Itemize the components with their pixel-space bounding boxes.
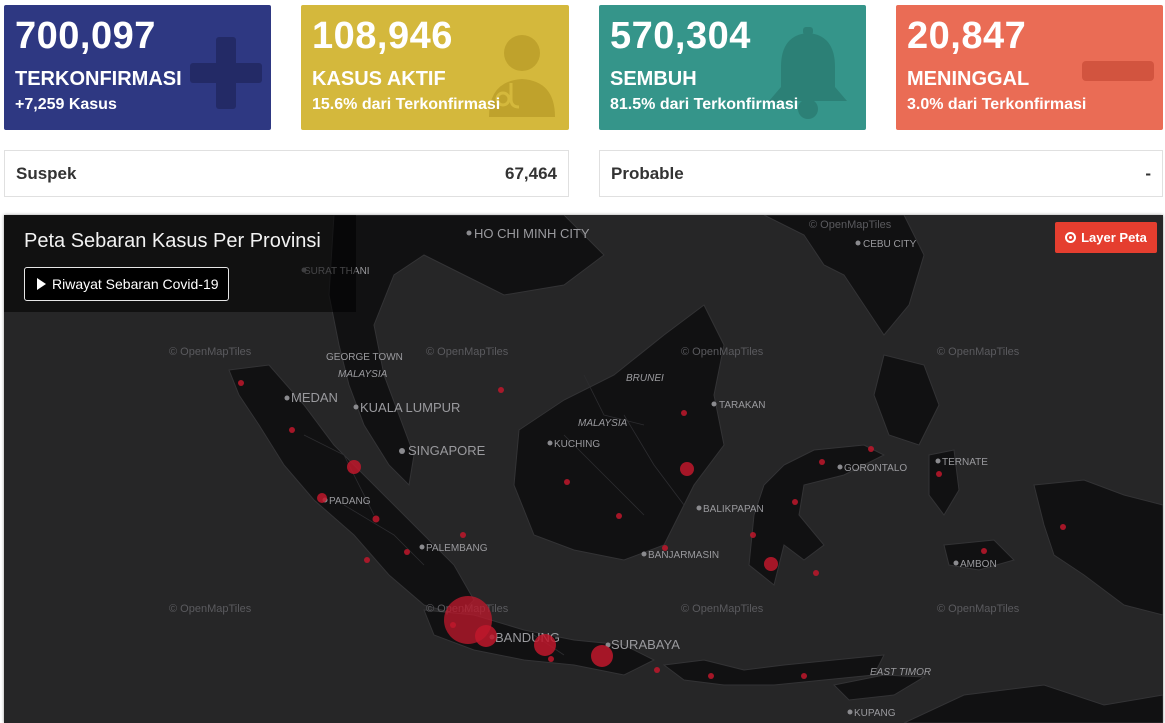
city-label: CEBU CITY [863, 239, 917, 250]
layers-icon [1065, 232, 1077, 243]
attribution-label: © OpenMapTiles [169, 603, 252, 615]
attribution-label: © OpenMapTiles [426, 346, 509, 358]
case-bubble[interactable] [289, 427, 295, 433]
city-label: PALEMBANG [426, 543, 488, 554]
history-button-label: Riwayat Sebaran Covid-19 [52, 276, 219, 292]
suspect-row: Suspek 67,464 [4, 150, 569, 197]
city-label: TERNATE [942, 457, 988, 468]
case-bubble[interactable] [813, 570, 819, 576]
confirmed-sub: +7,259 Kasus [15, 96, 117, 113]
deaths-card: 20,847 MENINGGAL 3.0% dari Terkonfirmasi [896, 5, 1163, 130]
history-playback-button[interactable]: Riwayat Sebaran Covid-19 [24, 267, 229, 301]
confirmed-value: 700,097 [15, 15, 156, 57]
active-sub: 15.6% dari Terkonfirmasi [312, 96, 501, 113]
recovered-value: 570,304 [610, 15, 751, 57]
city-label: KUCHING [554, 439, 600, 450]
case-bubble[interactable] [372, 515, 380, 523]
active-value: 108,946 [312, 15, 453, 57]
case-bubble[interactable] [498, 387, 504, 393]
case-bubble[interactable] [564, 479, 570, 485]
plus-icon [190, 37, 262, 109]
region-label: EAST TIMOR [870, 667, 931, 678]
confirmed-card: 700,097 TERKONFIRMASI +7,259 Kasus [4, 5, 271, 130]
play-icon [37, 278, 46, 290]
attribution-label: © OpenMapTiles [681, 603, 764, 615]
attribution-label: © OpenMapTiles [937, 603, 1020, 615]
case-bubble[interactable] [317, 493, 327, 503]
city-label: PADANG [329, 496, 371, 507]
recovered-card: 570,304 SEMBUH 81.5% dari Terkonfirmasi [599, 5, 866, 130]
case-bubble[interactable] [591, 645, 613, 667]
suspect-value: 67,464 [505, 163, 557, 183]
map-layer-button[interactable]: Layer Peta [1055, 222, 1157, 253]
case-bubble[interactable] [616, 513, 622, 519]
active-label: KASUS AKTIF [312, 68, 446, 90]
city-label: BRUNEI [626, 373, 664, 384]
city-label: KUALA LUMPUR [360, 400, 460, 415]
case-bubble[interactable] [534, 634, 556, 656]
city-label: SINGAPORE [408, 443, 486, 458]
recovered-label: SEMBUH [610, 68, 697, 90]
case-bubble[interactable] [238, 380, 244, 386]
city-label: GEORGE TOWN [326, 352, 403, 363]
deaths-sub: 3.0% dari Terkonfirmasi [907, 96, 1087, 113]
covid-map[interactable]: © OpenMapTiles © OpenMapTiles © OpenMapT… [4, 215, 1163, 723]
map-header-overlay: Peta Sebaran Kasus Per Provinsi Riwayat … [4, 215, 356, 312]
city-label: GORONTALO [844, 463, 907, 474]
confirmed-label: TERKONFIRMASI [15, 68, 182, 90]
province-borders [303, 374, 685, 656]
region-label: MALAYSIA [578, 418, 628, 429]
case-bubble[interactable] [450, 622, 456, 628]
map-title: Peta Sebaran Kasus Per Provinsi [24, 230, 321, 252]
case-bubble[interactable] [764, 557, 778, 571]
case-bubble[interactable] [868, 446, 874, 452]
active-card: 108,946 KASUS AKTIF 15.6% dari Terkonfir… [301, 5, 569, 130]
city-label: MEDAN [291, 390, 338, 405]
land-masses [228, 215, 1163, 723]
case-bubble[interactable] [936, 471, 942, 477]
attribution-label: © OpenMapTiles [809, 219, 892, 231]
case-bubble[interactable] [792, 499, 798, 505]
case-bubbles[interactable] [238, 380, 1066, 679]
case-bubble[interactable] [364, 557, 370, 563]
case-bubble[interactable] [404, 549, 410, 555]
city-label: BALIKPAPAN [703, 504, 764, 515]
case-bubble[interactable] [801, 673, 807, 679]
map-canvas[interactable]: © OpenMapTiles © OpenMapTiles © OpenMapT… [4, 215, 1163, 723]
attribution-label: © OpenMapTiles [681, 346, 764, 358]
recovered-sub: 81.5% dari Terkonfirmasi [610, 96, 799, 113]
city-label: KUPANG [854, 708, 896, 719]
case-bubble[interactable] [548, 656, 554, 662]
city-label: TARAKAN [719, 400, 766, 411]
layer-button-label: Layer Peta [1081, 230, 1147, 245]
probable-row: Probable - [599, 150, 1163, 197]
deaths-value: 20,847 [907, 15, 1027, 57]
case-bubble[interactable] [662, 545, 668, 551]
probable-value: - [1145, 163, 1151, 183]
suspect-label: Suspek [16, 163, 77, 183]
case-bubble[interactable] [708, 673, 714, 679]
case-bubble[interactable] [680, 462, 694, 476]
city-label: BANJARMASIN [648, 550, 719, 561]
case-bubble[interactable] [1060, 524, 1066, 530]
region-label: MALAYSIA [338, 369, 388, 380]
probable-label: Probable [611, 163, 684, 183]
case-bubble[interactable] [681, 410, 687, 416]
bell-icon [769, 27, 847, 119]
deaths-label: MENINGGAL [907, 68, 1030, 90]
attribution-label: © OpenMapTiles [169, 346, 252, 358]
case-bubble[interactable] [750, 532, 756, 538]
case-bubble[interactable] [475, 625, 497, 647]
city-label: HO CHI MINH CITY [474, 226, 590, 241]
attribution-label: © OpenMapTiles [937, 346, 1020, 358]
case-bubble[interactable] [460, 532, 466, 538]
case-bubble[interactable] [819, 459, 825, 465]
city-label: SURABAYA [611, 637, 680, 652]
case-bubble[interactable] [654, 667, 660, 673]
city-label: AMBON [960, 559, 997, 570]
doctor-icon [489, 35, 555, 117]
case-bubble[interactable] [347, 460, 361, 474]
case-bubble[interactable] [981, 548, 987, 554]
minus-icon [1082, 61, 1154, 81]
